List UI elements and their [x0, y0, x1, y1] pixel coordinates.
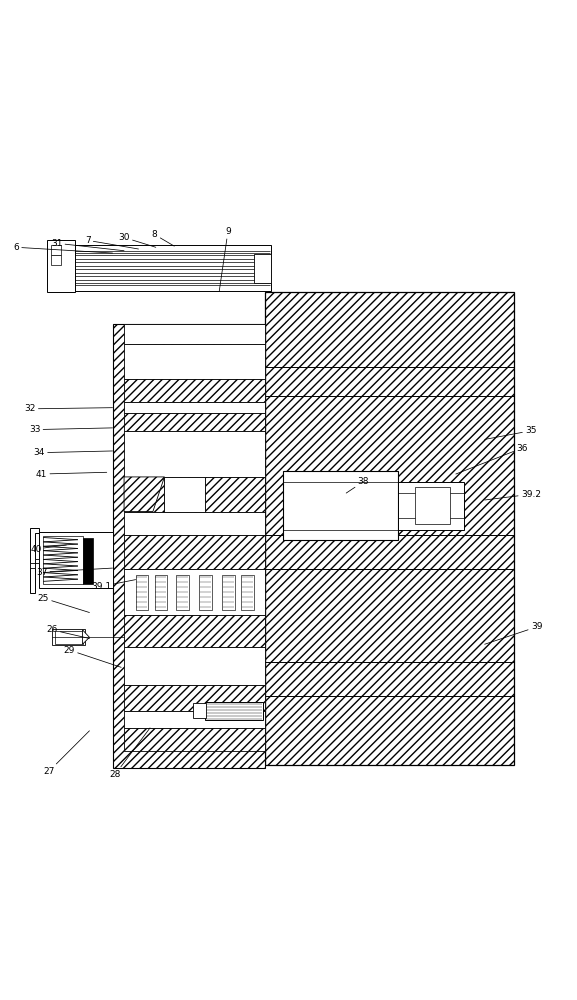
Text: 39.1: 39.1 [91, 580, 136, 591]
Bar [193, 703, 206, 718]
Polygon shape [30, 528, 39, 593]
Bar [124, 344, 265, 379]
Bar [124, 477, 164, 512]
Bar [124, 685, 265, 711]
Bar [52, 629, 85, 645]
Text: 26: 26 [46, 625, 89, 638]
Bar [265, 292, 514, 765]
Text: 36: 36 [456, 444, 528, 474]
Bar [205, 702, 263, 720]
Polygon shape [124, 477, 164, 512]
Bar [124, 569, 265, 615]
Bar [124, 413, 265, 431]
Bar [124, 535, 265, 569]
Bar [39, 532, 113, 588]
Bar [415, 487, 450, 524]
Bar [199, 575, 212, 610]
Text: 38: 38 [346, 477, 369, 493]
Bar [164, 477, 205, 512]
Bar [113, 324, 265, 768]
Bar [83, 538, 93, 584]
Text: 9: 9 [219, 227, 231, 291]
Text: 39: 39 [485, 622, 542, 644]
Bar [222, 575, 235, 610]
Text: 35: 35 [485, 426, 537, 439]
Text: 31: 31 [51, 239, 124, 251]
Text: 34: 34 [33, 448, 113, 457]
Bar [176, 575, 189, 610]
Text: 28: 28 [110, 728, 150, 779]
Text: 41: 41 [36, 470, 107, 479]
Bar [155, 575, 167, 610]
Bar [51, 255, 61, 265]
Bar [124, 324, 265, 344]
Text: 29: 29 [63, 646, 121, 667]
Bar [47, 240, 75, 292]
Text: 33: 33 [29, 425, 113, 434]
Bar [124, 431, 265, 477]
Bar [241, 575, 254, 610]
Bar [124, 379, 265, 402]
Bar [124, 512, 265, 535]
Bar [43, 536, 83, 584]
Bar [205, 477, 265, 512]
Polygon shape [83, 630, 89, 644]
Text: 32: 32 [24, 404, 113, 413]
Bar [124, 647, 265, 685]
Text: 25: 25 [38, 594, 89, 613]
Text: 7: 7 [85, 236, 138, 249]
Text: 39.2: 39.2 [485, 490, 541, 500]
Bar [254, 254, 271, 283]
Bar [124, 402, 265, 413]
Text: 27: 27 [43, 731, 89, 776]
Bar [51, 245, 61, 255]
Text: 30: 30 [118, 233, 156, 247]
Bar [55, 631, 83, 644]
Bar [124, 728, 265, 751]
Text: 8: 8 [152, 230, 174, 246]
Polygon shape [30, 559, 39, 568]
Bar [136, 575, 148, 610]
Text: 6: 6 [13, 243, 113, 253]
Bar [124, 711, 265, 728]
Bar [283, 471, 398, 540]
Text: 40: 40 [30, 545, 66, 554]
Bar [398, 482, 464, 530]
Bar [75, 245, 271, 291]
Bar [124, 615, 265, 647]
Text: 37: 37 [36, 568, 113, 577]
